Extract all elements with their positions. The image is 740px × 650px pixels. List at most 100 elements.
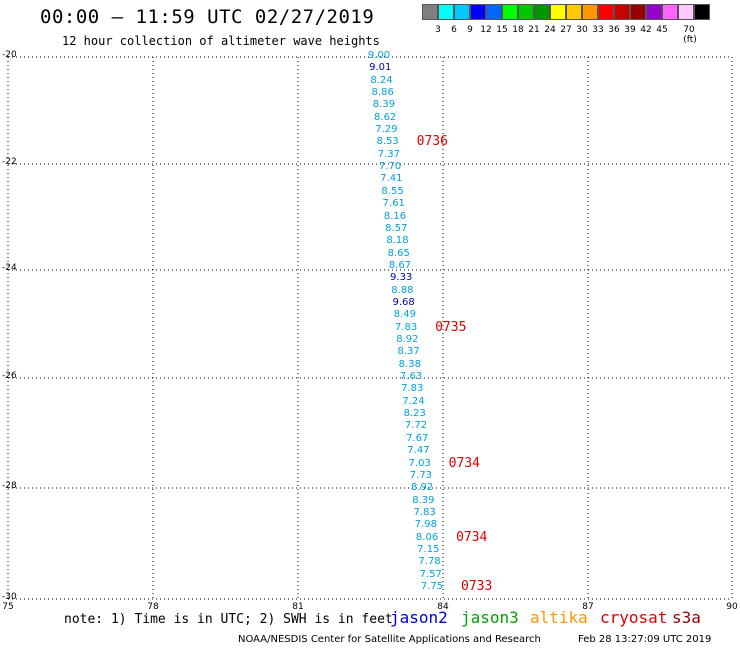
pass-time-label: 0734 bbox=[448, 455, 480, 471]
wave-height-value: 7.75 bbox=[420, 581, 444, 592]
wave-height-value: 8.39 bbox=[412, 494, 435, 506]
satellite-cryosat: cryosat bbox=[600, 608, 668, 627]
satellite-s3a: s3a bbox=[672, 608, 701, 627]
legend-label: 24 bbox=[544, 25, 556, 35]
latitude-label: -28 bbox=[2, 481, 17, 491]
wave-height-value: 9.33 bbox=[390, 272, 413, 284]
wave-height-value: 8.53 bbox=[376, 136, 399, 148]
latitude-label: -26 bbox=[2, 371, 17, 381]
legend-label: 15 bbox=[496, 25, 508, 35]
units-note: note: 1) Time is in UTC; 2) SWH is in fe… bbox=[64, 612, 393, 627]
longitude-label: 78 bbox=[147, 602, 159, 612]
wave-height-value: 7.61 bbox=[382, 198, 405, 210]
legend-label: 3 bbox=[435, 25, 441, 35]
wave-height-value: 7.29 bbox=[375, 124, 398, 136]
legend-label: 21 bbox=[528, 25, 540, 35]
wave-height-value: 7.83 bbox=[413, 506, 436, 518]
legend-label: 45 bbox=[656, 25, 668, 35]
wave-height-value: 7.37 bbox=[377, 148, 400, 160]
wave-height-value: 7.98 bbox=[414, 519, 437, 531]
wave-height-value: 8.92 bbox=[410, 482, 434, 494]
wave-height-value: 8.38 bbox=[398, 358, 421, 370]
wave-height-value: 8.16 bbox=[383, 210, 407, 222]
legend-label: 39 bbox=[624, 25, 636, 35]
wave-height-value: 7.57 bbox=[419, 568, 442, 580]
legend-label: 6 bbox=[451, 25, 457, 35]
legend-swatch bbox=[454, 4, 470, 20]
legend-swatch bbox=[566, 4, 582, 20]
wave-height-value: 8.24 bbox=[370, 74, 393, 86]
chart-subtitle: 12 hour collection of altimeter wave hei… bbox=[62, 34, 380, 48]
wave-height-value: 8.06 bbox=[415, 531, 439, 543]
wave-height-value: 8.65 bbox=[387, 247, 410, 259]
wave-height-value: 8.39 bbox=[372, 99, 396, 111]
wave-height-value: 8.37 bbox=[397, 346, 420, 358]
latitude-label: -30 bbox=[2, 592, 17, 602]
wave-height-value: 9.68 bbox=[392, 296, 415, 308]
legend-label: 36 bbox=[608, 25, 620, 35]
satellite-jason3: jason3 bbox=[461, 608, 519, 627]
legend-swatch bbox=[470, 4, 486, 20]
wave-height-value: 8.49 bbox=[393, 309, 417, 321]
satellite-jason2: jason2 bbox=[390, 608, 448, 627]
wave-height-value: 7.83 bbox=[401, 383, 424, 395]
legend-swatch bbox=[646, 4, 662, 20]
legend-swatch bbox=[518, 4, 534, 20]
legend-label: 9 bbox=[467, 25, 473, 35]
longitude-label: 90 bbox=[726, 602, 738, 612]
legend-label: 30 bbox=[576, 25, 588, 35]
wave-height-value: 7.24 bbox=[402, 395, 425, 407]
wave-height-value: 8.92 bbox=[396, 334, 419, 346]
pass-time-label: 0736 bbox=[416, 134, 448, 150]
legend-label: 33 bbox=[592, 25, 604, 35]
legend-swatch bbox=[678, 4, 694, 20]
legend-swatch bbox=[550, 4, 566, 20]
longitude-label: 84 bbox=[437, 602, 449, 612]
latitude-label: -22 bbox=[2, 157, 17, 167]
legend-swatch bbox=[662, 4, 678, 20]
legend-swatch bbox=[694, 4, 710, 20]
wave-height-value: 8.18 bbox=[386, 235, 409, 247]
wave-height-value: 8.23 bbox=[403, 408, 426, 420]
legend-label: 12 bbox=[480, 25, 492, 35]
pass-time-label: 0735 bbox=[435, 319, 467, 335]
legend-swatch bbox=[502, 4, 518, 20]
pass-time-label: 0734 bbox=[456, 529, 488, 545]
satellite-altika: altika bbox=[530, 608, 588, 627]
wave-height-value: 7.70 bbox=[378, 161, 402, 173]
credit-footer: NOAA/NESDIS Center for Satellite Applica… bbox=[238, 634, 541, 645]
legend-swatch bbox=[438, 4, 454, 20]
wave-height-value: 7.63 bbox=[399, 371, 423, 383]
legend-label: 70 (ft) bbox=[683, 25, 697, 45]
latitude-label: -20 bbox=[2, 50, 17, 60]
legend-swatch bbox=[582, 4, 598, 20]
legend-swatch bbox=[422, 4, 438, 20]
timestamp-footer: Feb 28 13:27:09 UTC 2019 bbox=[578, 634, 712, 645]
legend-swatch bbox=[630, 4, 646, 20]
longitude-label: 75 bbox=[2, 602, 14, 612]
wave-height-value: 7.78 bbox=[418, 556, 441, 568]
wave-height-value: 8.62 bbox=[374, 111, 397, 123]
legend-label: 18 bbox=[512, 25, 524, 35]
wave-height-value: 7.47 bbox=[407, 445, 430, 457]
wave-height-value: 7.67 bbox=[406, 432, 429, 444]
wave-height-value: 9.00 bbox=[367, 50, 391, 61]
chart-title: 00:00 – 11:59 UTC 02/27/2019 bbox=[40, 6, 375, 28]
wave-height-value: 8.88 bbox=[391, 284, 414, 296]
wave-height-value: 8.67 bbox=[388, 259, 412, 271]
legend-swatch bbox=[598, 4, 614, 20]
wave-height-value: 8.55 bbox=[381, 185, 404, 197]
wave-height-value: 8.86 bbox=[371, 87, 394, 99]
legend-label: 27 bbox=[560, 25, 572, 35]
wave-height-value: 7.73 bbox=[409, 469, 433, 481]
wave-height-value: 7.03 bbox=[408, 457, 431, 469]
longitude-label: 81 bbox=[292, 602, 304, 612]
legend-swatch bbox=[486, 4, 502, 20]
legend-swatch bbox=[614, 4, 630, 20]
pass-time-label: 0733 bbox=[461, 579, 493, 594]
wave-height-value: 9.01 bbox=[369, 62, 392, 74]
longitude-label: 87 bbox=[582, 602, 594, 612]
wave-height-value: 7.41 bbox=[380, 173, 403, 185]
legend-swatch bbox=[534, 4, 550, 20]
